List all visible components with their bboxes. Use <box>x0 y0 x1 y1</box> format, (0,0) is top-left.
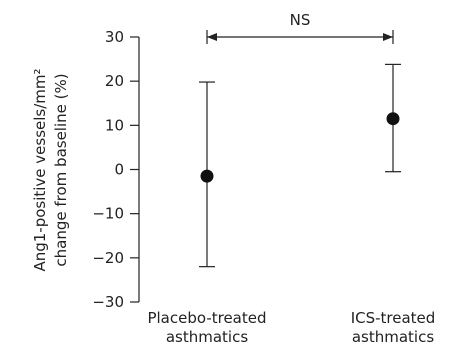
y-ticks: 30 20 10 0 −10 −20 −30 <box>92 28 139 311</box>
y-tick-label: 10 <box>105 116 124 134</box>
y-tick-label: −30 <box>92 293 124 311</box>
y-axis-label-line2: change from baseline (%) <box>52 73 70 266</box>
mean-point <box>386 112 400 126</box>
significance-bracket: NS <box>206 11 394 44</box>
significance-label: NS <box>290 11 311 29</box>
mean-point <box>200 169 214 183</box>
bracket-left-arrow <box>207 33 217 41</box>
y-tick-label: 20 <box>105 72 124 90</box>
y-tick-label: −10 <box>92 205 124 223</box>
bracket-right-arrow <box>383 33 393 41</box>
x-category-label-line2: asthmatics <box>166 328 248 346</box>
y-tick-label: 0 <box>114 161 124 179</box>
x-category-label-line1: Placebo-treated <box>147 309 266 327</box>
x-category-labels: Placebo-treatedasthmaticsICS-treatedasth… <box>147 309 435 346</box>
y-axis-label-line1: Ang1-positive vessels/mm² <box>31 68 49 271</box>
y-axis: 30 20 10 0 −10 −20 −30 <box>92 28 140 311</box>
x-category-label-line2: asthmatics <box>352 328 434 346</box>
error-bars <box>199 63 401 268</box>
x-category-label-line1: ICS-treated <box>351 309 436 327</box>
y-tick-label: −20 <box>92 249 124 267</box>
data-points <box>200 112 400 183</box>
y-tick-label: 30 <box>105 28 124 46</box>
